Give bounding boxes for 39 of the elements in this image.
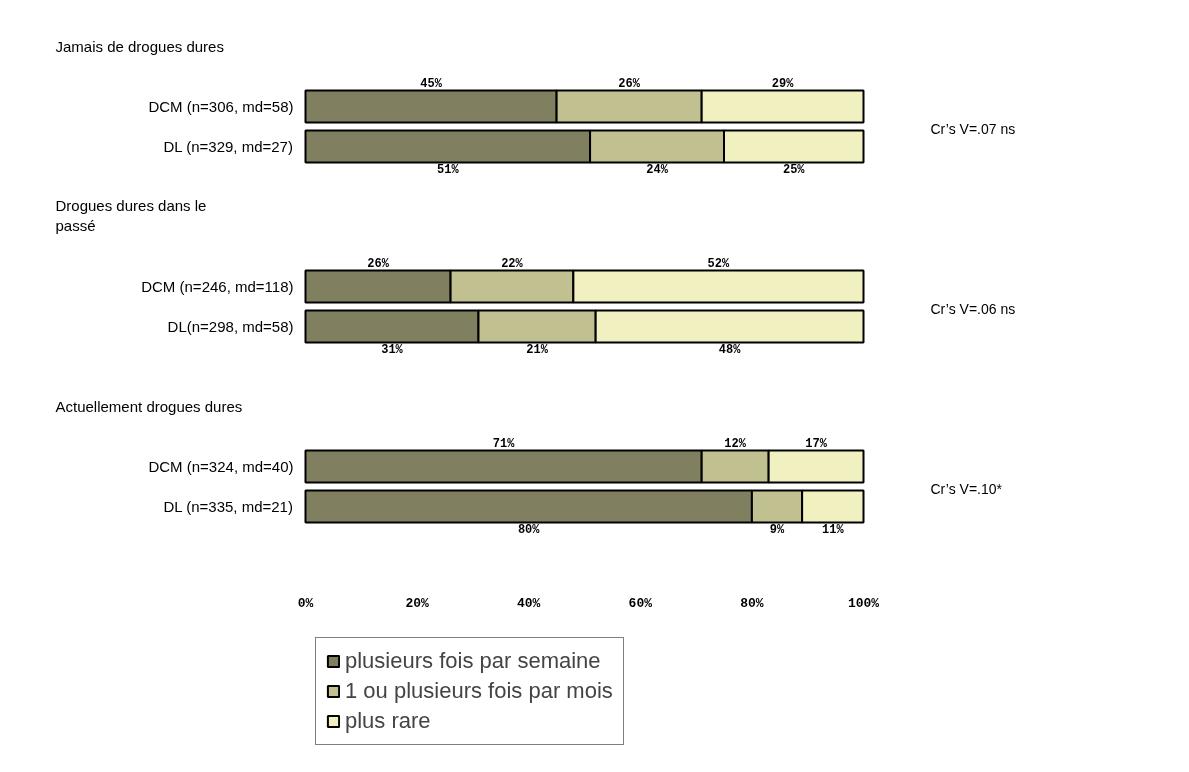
data-label: 71% — [492, 436, 516, 451]
x-tick-label: 100% — [847, 596, 880, 611]
text: Cr’s V=.10* — [930, 480, 1003, 497]
legend-label: 1 ou plusieurs fois par mois — [345, 678, 613, 704]
x-tick-label: 60% — [628, 596, 653, 611]
data-label: 25% — [782, 162, 806, 177]
data-label: 45% — [420, 76, 443, 91]
x-tick-label: 0% — [297, 596, 314, 611]
data-label: 17% — [805, 436, 828, 451]
data-label: 31% — [381, 342, 404, 357]
text: Actuellement drogues dures — [55, 397, 243, 415]
data-label: 9% — [769, 522, 786, 537]
data-label: 11% — [822, 522, 845, 537]
y-tick-label: DL (n=335, md=21) — [163, 498, 293, 515]
data-label: 51% — [436, 162, 460, 177]
x-tick-label: 20% — [405, 596, 429, 611]
data-label: 21% — [526, 342, 549, 357]
y-tick-label: DL (n=329, md=27) — [163, 138, 293, 155]
data-label: 24% — [646, 162, 669, 177]
data-label: 26% — [618, 76, 641, 91]
x-tick-label: 40% — [517, 596, 541, 611]
data-label: 12% — [724, 436, 747, 451]
text: Cr’s V=.06 ns — [930, 300, 1016, 317]
x-tick-label: 80% — [740, 596, 764, 611]
text: Drogues dures dans le passé — [55, 197, 207, 235]
legend-label: plus rare — [345, 708, 431, 734]
data-label: 80% — [517, 522, 541, 537]
text: Jamais de drogues dures — [55, 37, 224, 55]
data-label: 26% — [367, 256, 390, 271]
y-tick-label: DCM (n=306, md=58) — [148, 98, 294, 115]
y-tick-label: DCM (n=246, md=118) — [141, 278, 294, 295]
data-label: 22% — [501, 256, 524, 271]
data-label: 29% — [771, 76, 795, 91]
y-tick-label: DL(n=298, md=58) — [167, 318, 294, 335]
data-label: 52% — [707, 256, 731, 271]
y-tick-label: DCM (n=324, md=40) — [148, 458, 294, 475]
data-label: 48% — [718, 342, 742, 357]
text: Cr’s V=.07 ns — [930, 120, 1016, 137]
legend-label: plusieurs fois par semaine — [345, 648, 601, 674]
